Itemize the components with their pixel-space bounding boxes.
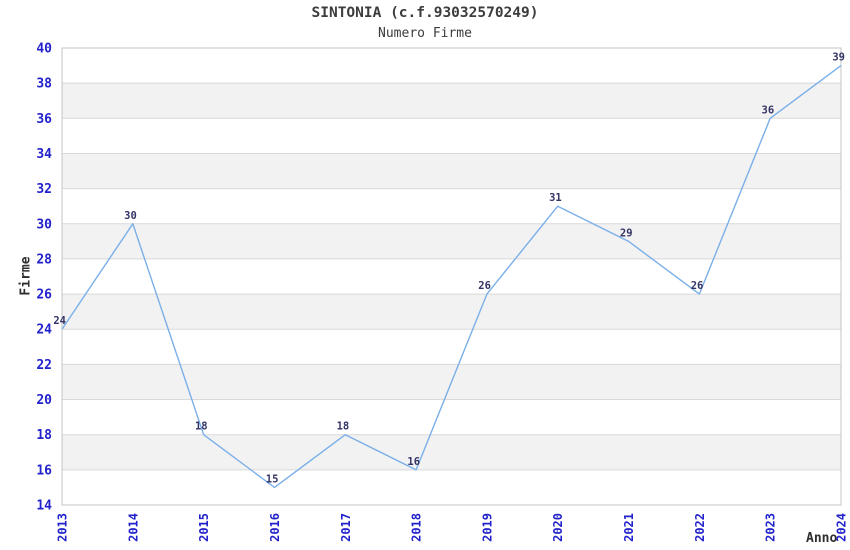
y-tick-label: 26 (36, 288, 52, 303)
data-point-label: 24 (53, 315, 66, 327)
x-tick-label: 2024 (835, 513, 849, 542)
data-point-label: 36 (762, 104, 775, 116)
data-point-label: 26 (478, 280, 491, 292)
plot-band (62, 48, 841, 84)
data-point-label: 31 (549, 192, 562, 204)
x-tick-label: 2018 (410, 513, 424, 542)
plot-band (62, 469, 841, 505)
x-tick-label: 2020 (551, 513, 565, 542)
data-point-label: 30 (124, 210, 137, 222)
y-tick-label: 22 (36, 358, 52, 373)
plot-band (62, 329, 841, 365)
y-tick-label: 28 (36, 252, 52, 267)
plot-band (62, 83, 841, 119)
data-point-label: 18 (195, 421, 208, 433)
data-point-label: 26 (691, 280, 704, 292)
y-tick-label: 14 (36, 499, 52, 514)
plot-band (62, 399, 841, 435)
plot-band (62, 153, 841, 189)
y-tick-label: 36 (36, 112, 52, 127)
y-axis-title: Firme (18, 256, 34, 296)
y-tick-label: 34 (36, 147, 52, 162)
y-tick-label: 20 (36, 393, 52, 408)
x-tick-label: 2013 (56, 513, 70, 542)
data-point-label: 29 (620, 227, 633, 239)
x-tick-label: 2023 (764, 513, 778, 542)
y-tick-label: 38 (36, 77, 52, 92)
data-point-label: 16 (407, 456, 420, 468)
x-tick-label: 2015 (197, 513, 211, 542)
y-tick-label: 18 (36, 428, 52, 443)
plot-band (62, 294, 841, 330)
data-point-label: 18 (337, 421, 350, 433)
x-tick-label: 2019 (480, 513, 494, 542)
y-tick-label: 40 (36, 42, 52, 57)
plot-border (61, 47, 842, 506)
chart-title: SINTONIA (c.f.93032570249) (311, 5, 539, 21)
plot-band (62, 434, 841, 470)
plot-band (62, 223, 841, 259)
x-axis-title: Anno (806, 531, 838, 546)
y-tick-label: 16 (36, 463, 52, 478)
chart-subtitle: Numero Firme (378, 26, 472, 41)
x-tick-label: 2016 (268, 513, 282, 542)
x-tick-label: 2017 (339, 513, 353, 542)
y-tick-label: 30 (36, 217, 52, 232)
y-tick-label: 24 (36, 323, 52, 338)
series-line (61, 65, 842, 489)
plot-band (62, 188, 841, 224)
x-tick-label: 2014 (126, 513, 140, 542)
y-tick-label: 32 (36, 182, 52, 197)
data-point-label: 15 (266, 473, 279, 485)
x-tick-label: 2022 (693, 513, 707, 542)
plot-band (62, 258, 841, 295)
x-tick-label: 2021 (622, 513, 636, 542)
plot-band (62, 118, 841, 154)
data-point-label: 39 (832, 52, 845, 64)
